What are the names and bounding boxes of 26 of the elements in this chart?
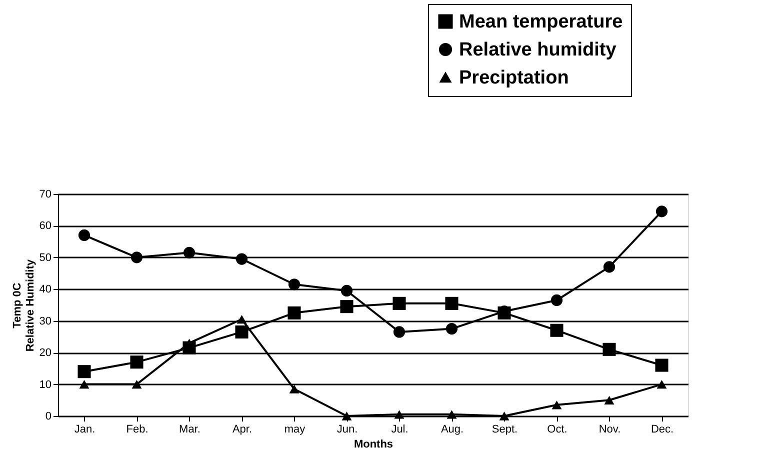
x-tick-label: Mar. [179, 424, 200, 436]
x-tick-label: Jun. [336, 424, 358, 436]
x-tick-label: Sept. [492, 424, 518, 436]
y-axis-title: Temp 0C [11, 282, 24, 328]
x-tick-label: Jan. [74, 424, 96, 436]
x-tick-label: Oct. [547, 424, 568, 436]
legend-label: Preciptation [459, 68, 569, 88]
x-tick-label: Aug. [440, 424, 464, 436]
y-tick-label: 10 [39, 378, 52, 391]
x-tick-label: Jul. [391, 424, 408, 436]
y-tick-label: 30 [39, 315, 52, 328]
text: Relative Humidity [24, 258, 36, 352]
y-tick-label: 0 [45, 410, 52, 422]
y-tick-label: 70 [39, 188, 52, 200]
x-tick-label: Nov. [598, 424, 621, 436]
y-tick-label: 40 [39, 284, 52, 296]
y-tick-label: 60 [39, 220, 52, 232]
x-tick-label: Apr. [232, 424, 252, 436]
x-tick-label: Dec. [650, 424, 674, 436]
x-tick-label: Feb. [126, 424, 148, 436]
y-tick-label: 50 [39, 252, 52, 264]
x-axis-title: Months [354, 438, 394, 450]
y-tick-label: 20 [39, 347, 52, 360]
legend-label: Relative humidity [459, 40, 617, 60]
legend-label: Mean temperature [459, 12, 623, 32]
x-tick-label: may [284, 424, 306, 436]
